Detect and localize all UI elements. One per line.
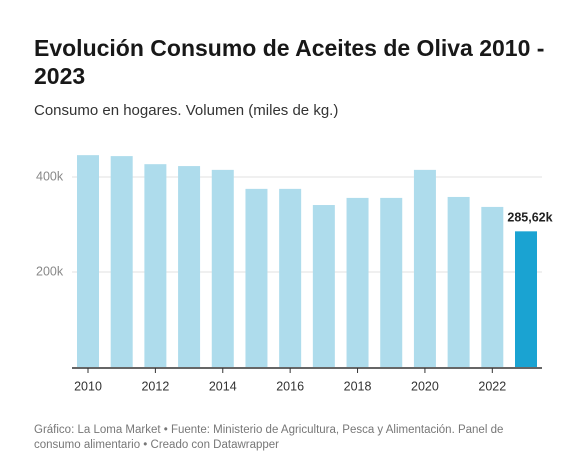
bar — [77, 155, 99, 367]
bar — [380, 197, 403, 367]
x-tick-label: 2020 — [411, 379, 439, 393]
bar — [178, 166, 201, 367]
x-tick-label: 2014 — [209, 379, 237, 393]
bar — [279, 188, 302, 367]
chart-footer: Gráfico: La Loma Market • Fuente: Minist… — [34, 424, 504, 451]
value-label: 285,62k — [507, 211, 552, 225]
chart-subtitle: Consumo en hogares. Volumen (miles de kg… — [34, 102, 339, 119]
bar — [515, 231, 537, 367]
bar — [447, 196, 470, 367]
chart-title: Evolución Consumo de Aceites de Oliva 20… — [34, 35, 545, 89]
x-tick-label: 2012 — [141, 379, 169, 393]
bar — [245, 188, 268, 367]
y-tick-label: 200k — [36, 264, 64, 278]
x-tick-label: 2010 — [74, 379, 102, 393]
bar — [481, 206, 504, 367]
x-tick-label: 2018 — [344, 379, 372, 393]
chart: 200k 400k 285,62k 2010 2012 2014 2016 2018 2020 2… — [36, 155, 553, 393]
x-tick-label: 2016 — [276, 379, 304, 393]
bar — [110, 156, 133, 367]
bar — [211, 169, 234, 367]
bar — [413, 169, 436, 367]
x-tick-label: 2022 — [478, 379, 506, 393]
bar — [312, 205, 335, 367]
bar — [144, 164, 167, 367]
y-tick-label: 400k — [36, 169, 64, 183]
bar — [346, 197, 369, 367]
